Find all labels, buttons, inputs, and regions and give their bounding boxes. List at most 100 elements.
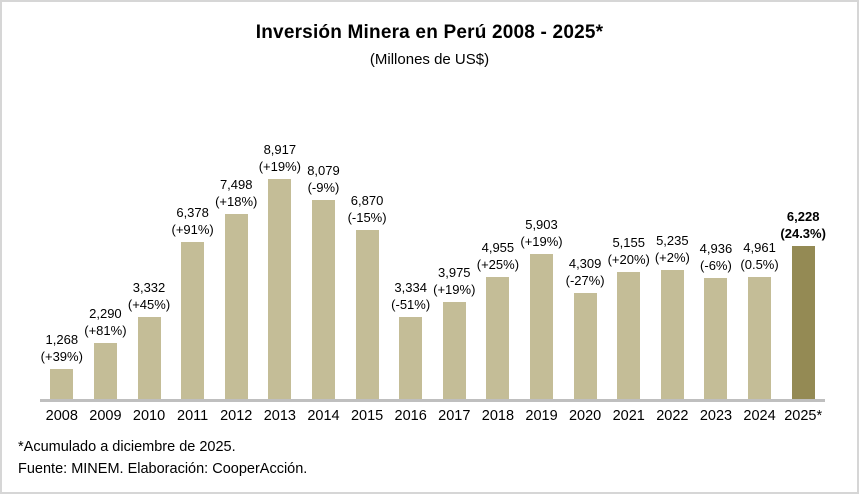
- x-axis-tick-label: 2015: [350, 408, 384, 424]
- bar: [486, 277, 510, 400]
- x-axis-tick-label: 2016: [394, 408, 427, 424]
- bar-value-label: 8,917: [263, 142, 297, 157]
- bar-data-label: 6,378 (+91%): [171, 204, 213, 238]
- chart-title: Inversión Minera en Perú 2008 - 2025*: [255, 22, 604, 43]
- bar-value-label: 6,870: [350, 193, 384, 208]
- bar-value-label: 6,228: [786, 209, 820, 224]
- bar-value-label: 5,903: [525, 217, 558, 232]
- bar-value-label: 8,079: [307, 163, 340, 178]
- bar-value-label: 3,334: [394, 280, 427, 295]
- x-axis-tick-label: 2012: [220, 408, 253, 424]
- bar: [617, 272, 641, 400]
- bar-percent-label: (-6%): [700, 258, 732, 273]
- bar: [748, 277, 772, 400]
- x-axis-tick-label: 2018: [481, 408, 515, 424]
- bar-column: 3,975 (+19%): [432, 264, 476, 400]
- bar-column: 4,961 (0.5%): [738, 239, 782, 400]
- bar-value-label: 3,975: [438, 265, 471, 280]
- bar-data-label: 8,079 (-9%): [307, 162, 340, 196]
- x-axis-tick-label: 2014: [307, 408, 340, 424]
- bar-data-label: 7,498 (+18%): [215, 176, 257, 210]
- bar: [399, 317, 423, 400]
- bar-percent-label: (-27%): [565, 273, 605, 288]
- bar-percent-label: (+25%): [476, 257, 520, 272]
- bar: [311, 200, 335, 400]
- x-axis-tick-label: 2008: [45, 408, 78, 424]
- bar-value-label: 1,268: [45, 332, 79, 347]
- bar-percent-label: (+2%): [654, 250, 690, 265]
- x-axis-tick-label: 2009: [89, 408, 122, 424]
- x-axis-line: [40, 399, 825, 402]
- bar-percent-label: (24.3%): [780, 226, 826, 241]
- x-axis-tick-label: 2022: [656, 408, 689, 424]
- bar: [442, 302, 466, 400]
- bar-data-label: 6,228 (24.3%): [780, 208, 826, 242]
- bar-data-label: 1,268 (+39%): [41, 331, 83, 365]
- bar-percent-label: (-15%): [347, 210, 387, 225]
- x-axis-tick-label: 2021: [612, 408, 645, 424]
- bar-column: 3,334 (-51%): [389, 279, 433, 400]
- bar: [181, 242, 205, 400]
- bar-data-label: 4,936 (-6%): [700, 240, 733, 274]
- bar-column: 6,870 (-15%): [345, 192, 389, 400]
- bar-data-label: 4,309 (-27%): [566, 255, 605, 289]
- x-axis-tick-label: 2020: [568, 408, 602, 424]
- bar-value-label: 4,936: [699, 241, 733, 256]
- bar-column: 6,378 (+91%): [171, 204, 215, 400]
- bar: [355, 230, 379, 400]
- bar-value-label: 5,235: [656, 233, 689, 248]
- bar-value-label: 4,309: [568, 256, 602, 271]
- bar-value-label: 3,332: [132, 280, 166, 295]
- bar-data-label: 3,334 (-51%): [391, 279, 430, 313]
- bar-value-label: 2,290: [89, 306, 122, 321]
- bar-column: 8,917 (+19%): [258, 141, 302, 400]
- bar-percent-label: (0.5%): [740, 257, 779, 272]
- bar-column: 2,290 (+81%): [84, 305, 128, 400]
- bar: [704, 278, 728, 400]
- bar-data-label: 3,332 (+45%): [128, 279, 170, 313]
- bar-data-label: 5,903 (+19%): [520, 216, 562, 250]
- bar-percent-label: (+19%): [433, 282, 476, 297]
- bar-column: 4,309 (-27%): [563, 255, 607, 400]
- bar-percent-label: (-9%): [307, 180, 340, 195]
- bars-row: 1,268 (+39%) 2,290 (+81%) 3,332 (+45%) 6,378 (+…: [40, 102, 826, 400]
- x-axis-tick-label: 2017: [438, 408, 471, 424]
- bar-value-label: 6,378: [176, 205, 209, 220]
- x-axis-tick-label: 2013: [263, 408, 296, 424]
- bar: [530, 254, 553, 400]
- bar-column: 5,235 (+2%): [651, 232, 695, 400]
- footnotes: *Acumulado a diciembre de 2025. Fuente: …: [18, 436, 307, 480]
- bar-percent-label: (+20%): [607, 252, 650, 267]
- bar-data-label: 2,290 (+81%): [84, 305, 126, 339]
- bar-data-label: 5,155 (+20%): [608, 234, 650, 268]
- bar: [660, 270, 684, 400]
- bar-value-label: 4,955: [481, 240, 515, 255]
- bar-percent-label: (+39%): [40, 349, 83, 364]
- bar-column: 3,332 (+45%): [127, 279, 171, 400]
- bar-column: 1,268 (+39%): [40, 331, 84, 400]
- bar: [137, 317, 161, 400]
- bar-percent-label: (-51%): [391, 297, 431, 312]
- bar: [573, 293, 597, 400]
- x-axis-tick-label: 2019: [525, 408, 558, 424]
- bar-column: 5,155 (+20%): [607, 234, 651, 400]
- bar-percent-label: (+19%): [520, 234, 563, 249]
- bar: [93, 343, 117, 400]
- bar-percent-label: (+19%): [258, 159, 301, 174]
- bar-column: 5,903 (+19%): [520, 216, 564, 400]
- bar-value-label: 7,498: [219, 177, 253, 192]
- bar-column: 4,936 (-6%): [694, 240, 738, 400]
- footnote-source: Fuente: MINEM. Elaboración: CooperAcción…: [18, 461, 308, 477]
- bar-percent-label: (+81%): [84, 323, 127, 338]
- bar-column: 8,079 (-9%): [302, 162, 346, 400]
- x-axis-tick-label: 2010: [132, 408, 166, 424]
- bar-percent-label: (+91%): [171, 222, 214, 237]
- years-row: 2008 2009 2010 2011 2012 2013 2014 2015 2016 2017…: [40, 408, 825, 424]
- bar-data-label: 4,955 (+25%): [477, 239, 519, 273]
- bar-data-label: 3,975 (+19%): [433, 264, 475, 298]
- bar-value-label: 5,155: [612, 235, 645, 250]
- bar-data-label: 6,870 (-15%): [348, 192, 387, 226]
- bar: [268, 179, 292, 400]
- x-axis-tick-label: 2025*: [784, 408, 823, 424]
